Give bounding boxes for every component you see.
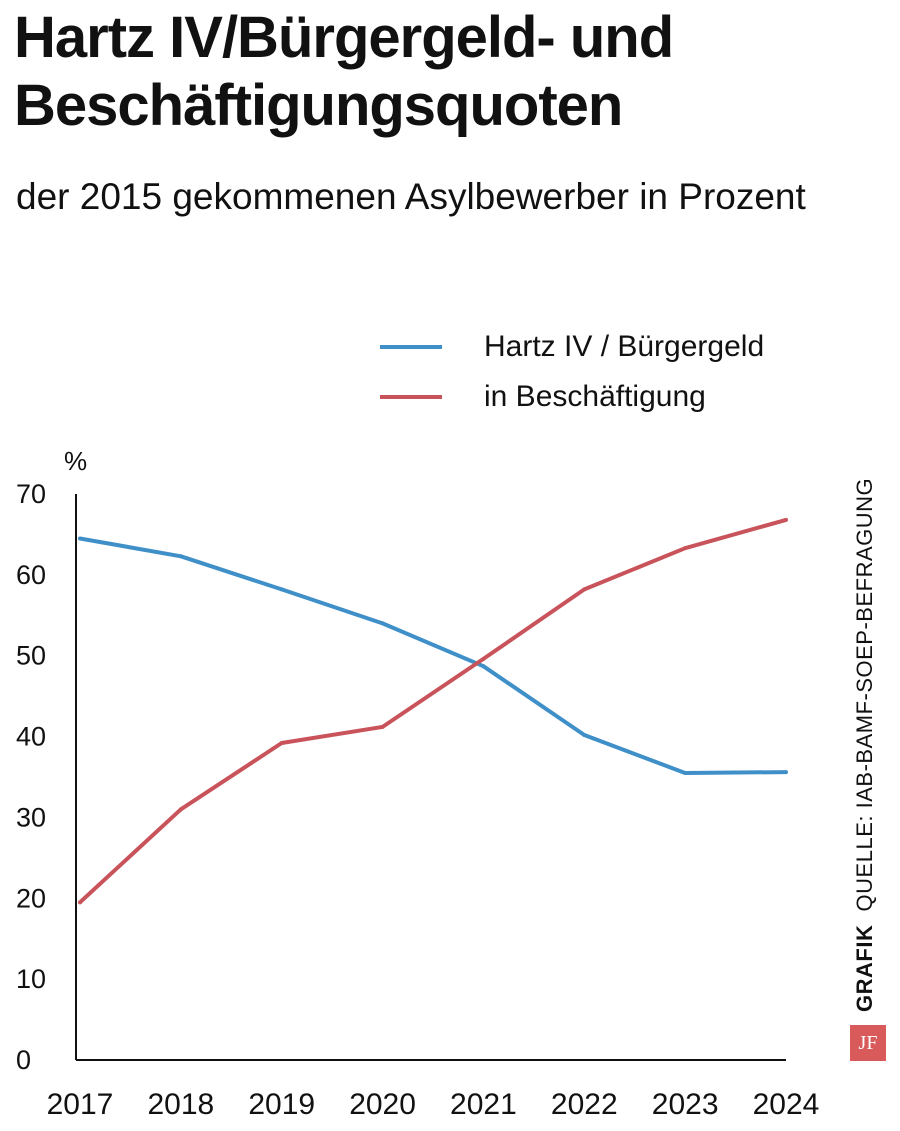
y-tick-label: 50 <box>16 641 46 671</box>
x-tick-label: 2018 <box>147 1088 214 1121</box>
data-point <box>582 732 587 737</box>
source-quelle: QUELLE: IAB-BAMF-SOEP-BEFRAGUNG <box>852 477 877 912</box>
source-grafik-label: GRAFIK <box>852 924 877 1012</box>
legend-label-employment: in Beschäftigung <box>484 380 706 413</box>
source-credit: GRAFIK QUELLE: IAB-BAMF-SOEP-BEFRAGUNG <box>852 478 878 1012</box>
data-point <box>683 770 688 775</box>
data-point <box>582 587 587 592</box>
data-point <box>380 621 385 626</box>
data-point <box>178 807 183 812</box>
chart-title: Hartz IV/Bürgergeld- und Beschäftigungsq… <box>14 5 674 138</box>
data-point <box>481 664 486 669</box>
y-tick-label: 20 <box>16 883 46 913</box>
y-axis-unit: % <box>64 446 87 476</box>
data-point <box>784 770 788 775</box>
series-line-hartz <box>79 536 787 775</box>
data-point <box>78 900 82 905</box>
data-point <box>279 741 284 746</box>
legend-swatch-hartz <box>380 345 442 349</box>
y-tick-label: 70 <box>16 479 46 509</box>
y-tick-label: 40 <box>16 722 46 752</box>
data-point <box>380 724 385 729</box>
x-tick-label: 2024 <box>753 1088 820 1121</box>
chart-subtitle: der 2015 gekommenen Asylbewerber in Proz… <box>16 176 806 217</box>
x-tick-label: 2020 <box>349 1088 416 1121</box>
legend-swatch-employment <box>380 395 442 399</box>
data-point <box>784 517 788 522</box>
x-tick-label: 2022 <box>551 1088 618 1121</box>
data-point <box>279 587 284 592</box>
x-tick-label: 2019 <box>248 1088 315 1121</box>
jf-logo: JF <box>850 1025 886 1061</box>
data-point <box>78 536 82 541</box>
legend-item-employment: in Beschäftigung <box>380 372 764 422</box>
x-tick-label: 2023 <box>652 1088 719 1121</box>
legend-item-hartz: Hartz IV / Bürgergeld <box>380 322 764 372</box>
y-tick-label: 0 <box>16 1045 31 1075</box>
y-tick-label: 30 <box>16 802 46 832</box>
x-tick-label: 2017 <box>47 1088 114 1121</box>
y-tick-label: 60 <box>16 560 46 590</box>
series-line-employment <box>78 517 787 904</box>
x-tick-label: 2021 <box>450 1088 517 1121</box>
data-point <box>481 656 486 661</box>
data-point <box>178 554 183 559</box>
y-tick-label: 10 <box>16 964 46 994</box>
legend-label-hartz: Hartz IV / Bürgergeld <box>484 330 765 363</box>
data-point <box>683 546 688 551</box>
legend: Hartz IV / Bürgergeld in Beschäftigung <box>380 322 764 422</box>
